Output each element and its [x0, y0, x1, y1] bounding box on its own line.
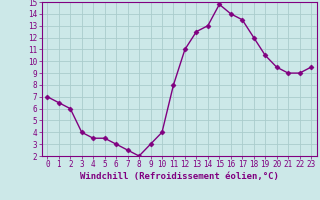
X-axis label: Windchill (Refroidissement éolien,°C): Windchill (Refroidissement éolien,°C)	[80, 172, 279, 181]
